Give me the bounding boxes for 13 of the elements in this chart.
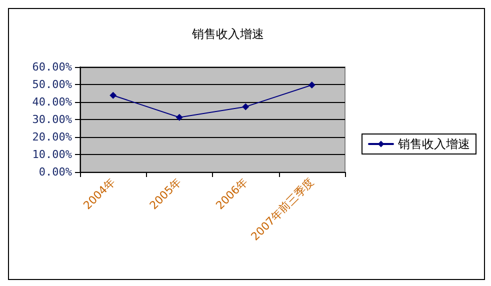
legend-label: 销售收入增速 xyxy=(397,137,470,151)
y-tick-label: 40.00% xyxy=(32,96,72,108)
point xyxy=(308,82,316,89)
point xyxy=(176,114,183,121)
chart-title: 销售收入增速 xyxy=(191,27,264,41)
y-tick-label: 20.00% xyxy=(32,130,72,144)
point xyxy=(242,103,250,110)
y-tick-label: 60.00% xyxy=(32,60,72,74)
point xyxy=(110,92,117,99)
y-tick-label: 0.00% xyxy=(38,166,72,178)
y-tick-label: 10.00% xyxy=(32,148,72,161)
y-tick-label: 30.00% xyxy=(32,113,72,126)
y-tick-label: 50.00% xyxy=(32,78,72,91)
